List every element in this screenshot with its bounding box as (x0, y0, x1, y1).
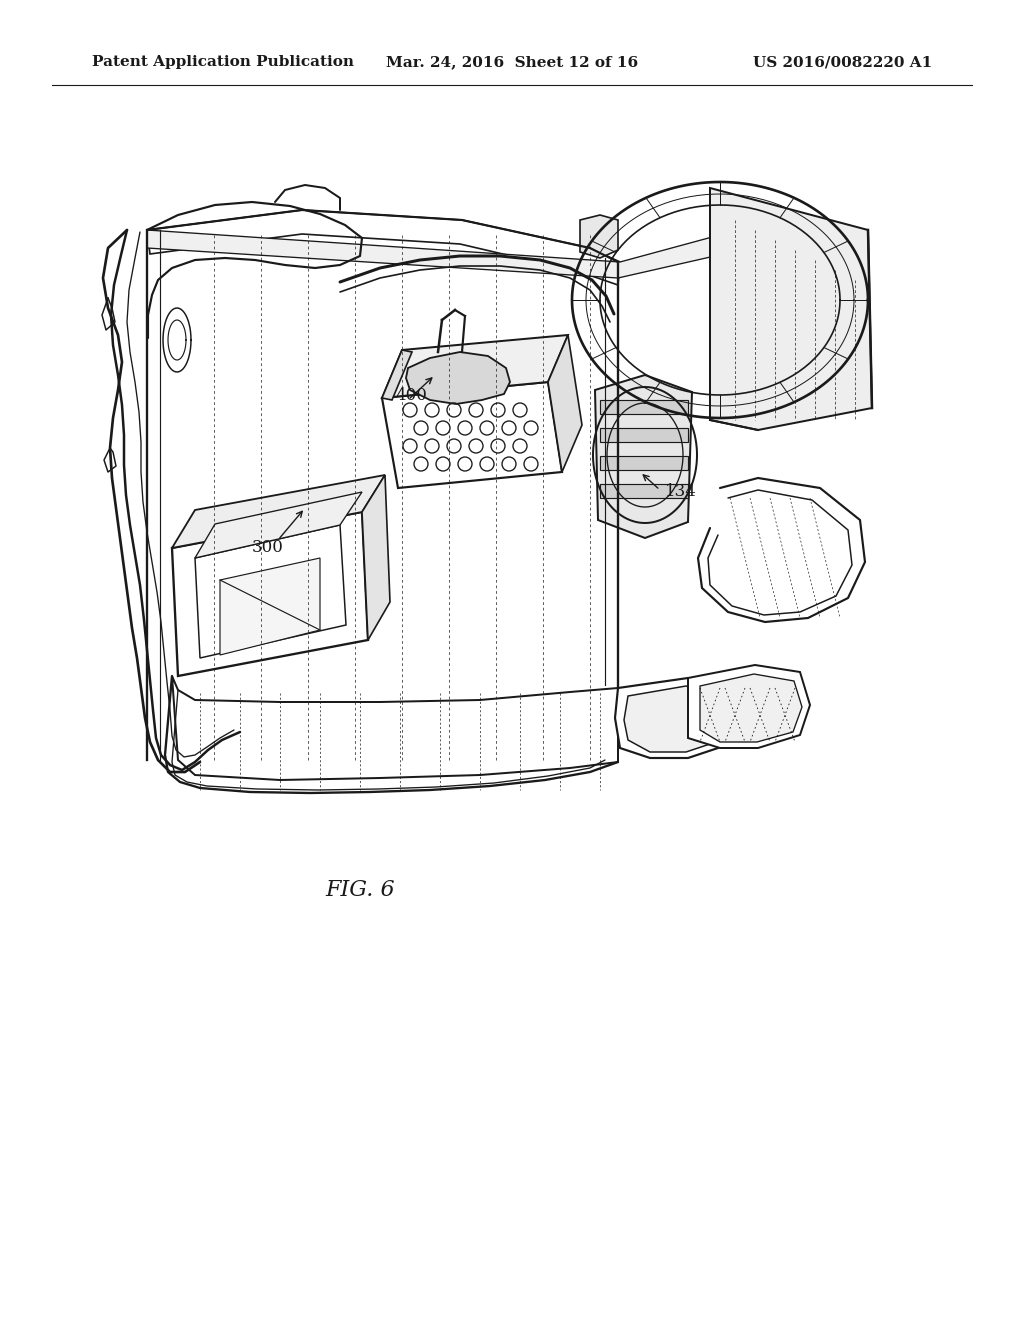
Polygon shape (580, 215, 618, 257)
Polygon shape (195, 492, 362, 558)
Text: FIG. 6: FIG. 6 (326, 879, 395, 902)
Polygon shape (147, 230, 760, 279)
Text: US 2016/0082220 A1: US 2016/0082220 A1 (753, 55, 932, 69)
Polygon shape (600, 400, 688, 414)
Polygon shape (195, 525, 346, 657)
Polygon shape (595, 375, 692, 539)
Polygon shape (382, 350, 412, 400)
Polygon shape (172, 512, 368, 676)
Polygon shape (688, 665, 810, 748)
Text: 300: 300 (252, 540, 284, 557)
Polygon shape (600, 428, 688, 442)
Polygon shape (600, 484, 688, 498)
Polygon shape (362, 475, 390, 640)
Polygon shape (406, 352, 510, 404)
Text: 134: 134 (665, 483, 697, 500)
Polygon shape (615, 678, 728, 758)
Polygon shape (147, 210, 620, 285)
Polygon shape (382, 335, 568, 399)
Polygon shape (220, 558, 319, 655)
Text: Patent Application Publication: Patent Application Publication (92, 55, 354, 69)
Polygon shape (710, 187, 872, 430)
Polygon shape (548, 335, 582, 473)
Polygon shape (382, 381, 562, 488)
Polygon shape (700, 675, 802, 742)
Polygon shape (600, 455, 688, 470)
Text: 400: 400 (395, 388, 427, 404)
Polygon shape (624, 686, 720, 752)
Polygon shape (172, 676, 618, 780)
Text: Mar. 24, 2016  Sheet 12 of 16: Mar. 24, 2016 Sheet 12 of 16 (386, 55, 638, 69)
Polygon shape (172, 475, 385, 548)
